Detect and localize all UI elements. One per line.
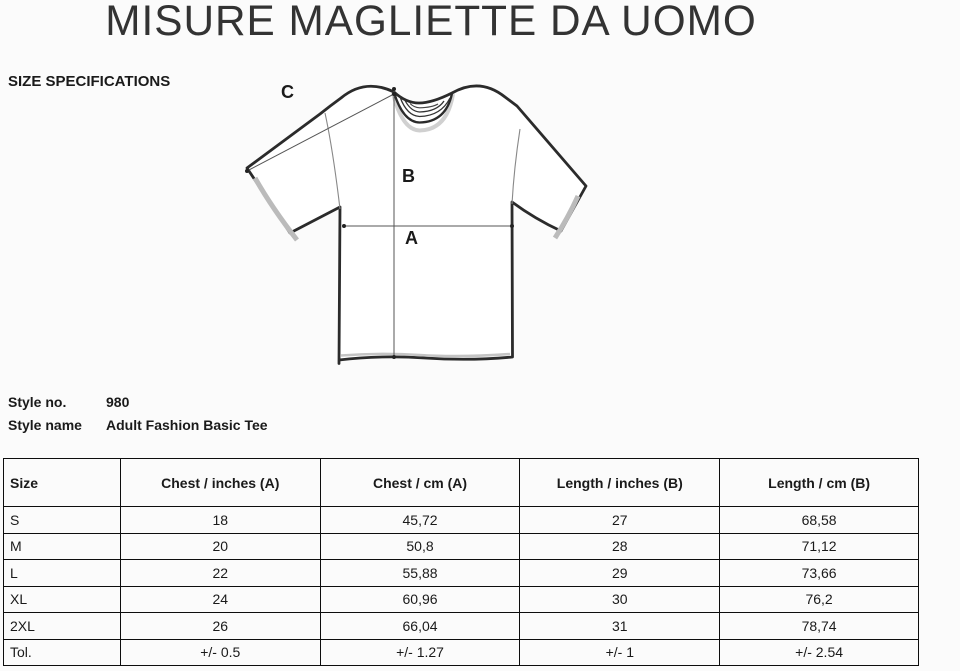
svg-text:B: B <box>402 166 415 186</box>
svg-text:A: A <box>405 228 418 248</box>
svg-text:C: C <box>281 82 294 102</box>
